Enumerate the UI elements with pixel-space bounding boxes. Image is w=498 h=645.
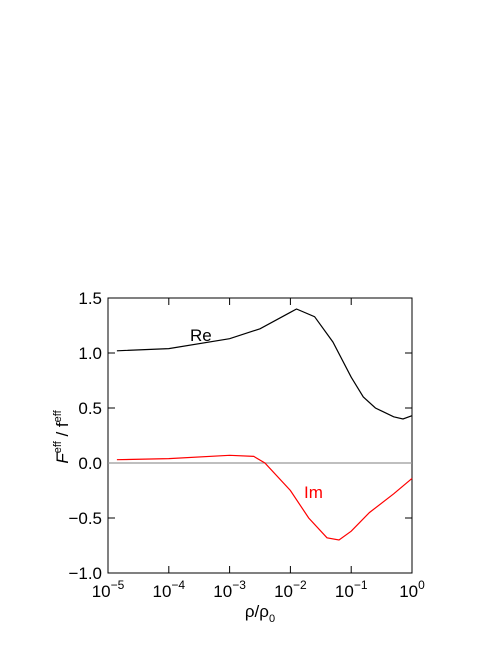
- x-tick-label: 10−5: [92, 578, 125, 601]
- x-tick-label: 10−4: [152, 578, 185, 601]
- plot-frame: [107, 297, 413, 574]
- y-tick-label: 0.0: [78, 454, 102, 473]
- series-line: [116, 308, 413, 420]
- series-label: Im: [304, 483, 323, 502]
- x-tick-label: 10−3: [213, 578, 246, 601]
- y-tick-label: −0.5: [68, 509, 102, 528]
- y-tick-label: −1.0: [68, 564, 102, 583]
- x-axis-label: ρ/ρ0: [245, 602, 275, 625]
- series-label: Re: [190, 326, 212, 345]
- x-tick-label: 100: [399, 578, 425, 601]
- y-tick-label: 0.5: [78, 399, 102, 418]
- y-tick-label: 1.0: [78, 344, 102, 363]
- y-axis-label: Feff / feff: [52, 409, 72, 463]
- y-tick-label: 1.5: [78, 289, 102, 308]
- x-tick-label: 10−2: [274, 578, 307, 601]
- x-tick-label: 10−1: [335, 578, 368, 601]
- series-line: [116, 454, 413, 541]
